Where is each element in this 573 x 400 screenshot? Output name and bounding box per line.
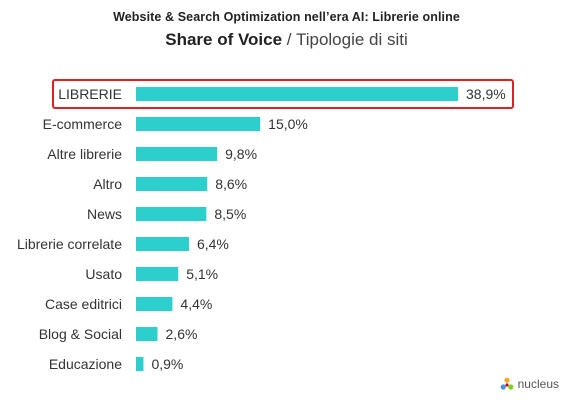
bar <box>136 207 207 221</box>
chart-title-main: Share of Voice <box>165 30 283 49</box>
value-label: 4,4% <box>180 296 212 312</box>
bar <box>136 147 218 161</box>
category-label: LIBRERIE <box>58 86 122 102</box>
chart-title-separator: / <box>282 30 296 49</box>
value-label: 0,9% <box>151 356 183 372</box>
chart-title-sub: Tipologie di siti <box>295 30 408 49</box>
value-label: 15,0% <box>268 116 308 132</box>
bar <box>136 237 189 251</box>
category-label: Blog & Social <box>39 326 122 342</box>
bar <box>136 87 458 101</box>
bar <box>136 117 261 131</box>
bar <box>136 357 144 371</box>
category-label: News <box>87 206 122 222</box>
bar <box>136 177 208 191</box>
nucleus-logo: nucleus <box>500 377 559 391</box>
bar <box>136 297 173 311</box>
category-label: Educazione <box>49 356 122 372</box>
category-label: E-commerce <box>43 116 123 132</box>
value-label: 9,8% <box>225 146 257 162</box>
nucleus-logo-text: nucleus <box>517 377 559 391</box>
chart-kicker: Website & Search Optimization nell’era A… <box>113 10 460 24</box>
highlight-frame <box>52 79 514 109</box>
chart-title: Share of Voice / Tipologie di siti <box>0 30 573 50</box>
category-label: Case editrici <box>45 296 122 312</box>
nucleus-logo-icon <box>500 377 514 390</box>
value-label: 6,4% <box>197 236 229 252</box>
category-label: Usato <box>85 266 122 282</box>
category-label: Altre librerie <box>47 146 122 162</box>
bar <box>136 327 158 341</box>
value-label: 8,6% <box>215 176 247 192</box>
value-label: 5,1% <box>186 266 218 282</box>
value-label: 8,5% <box>214 206 246 222</box>
category-label: Librerie correlate <box>17 236 122 252</box>
bar <box>136 267 179 281</box>
value-label: 38,9% <box>466 86 506 102</box>
category-label: Altro <box>93 176 122 192</box>
value-label: 2,6% <box>166 326 198 342</box>
chart-header: Website & Search Optimization nell’era A… <box>0 10 573 50</box>
